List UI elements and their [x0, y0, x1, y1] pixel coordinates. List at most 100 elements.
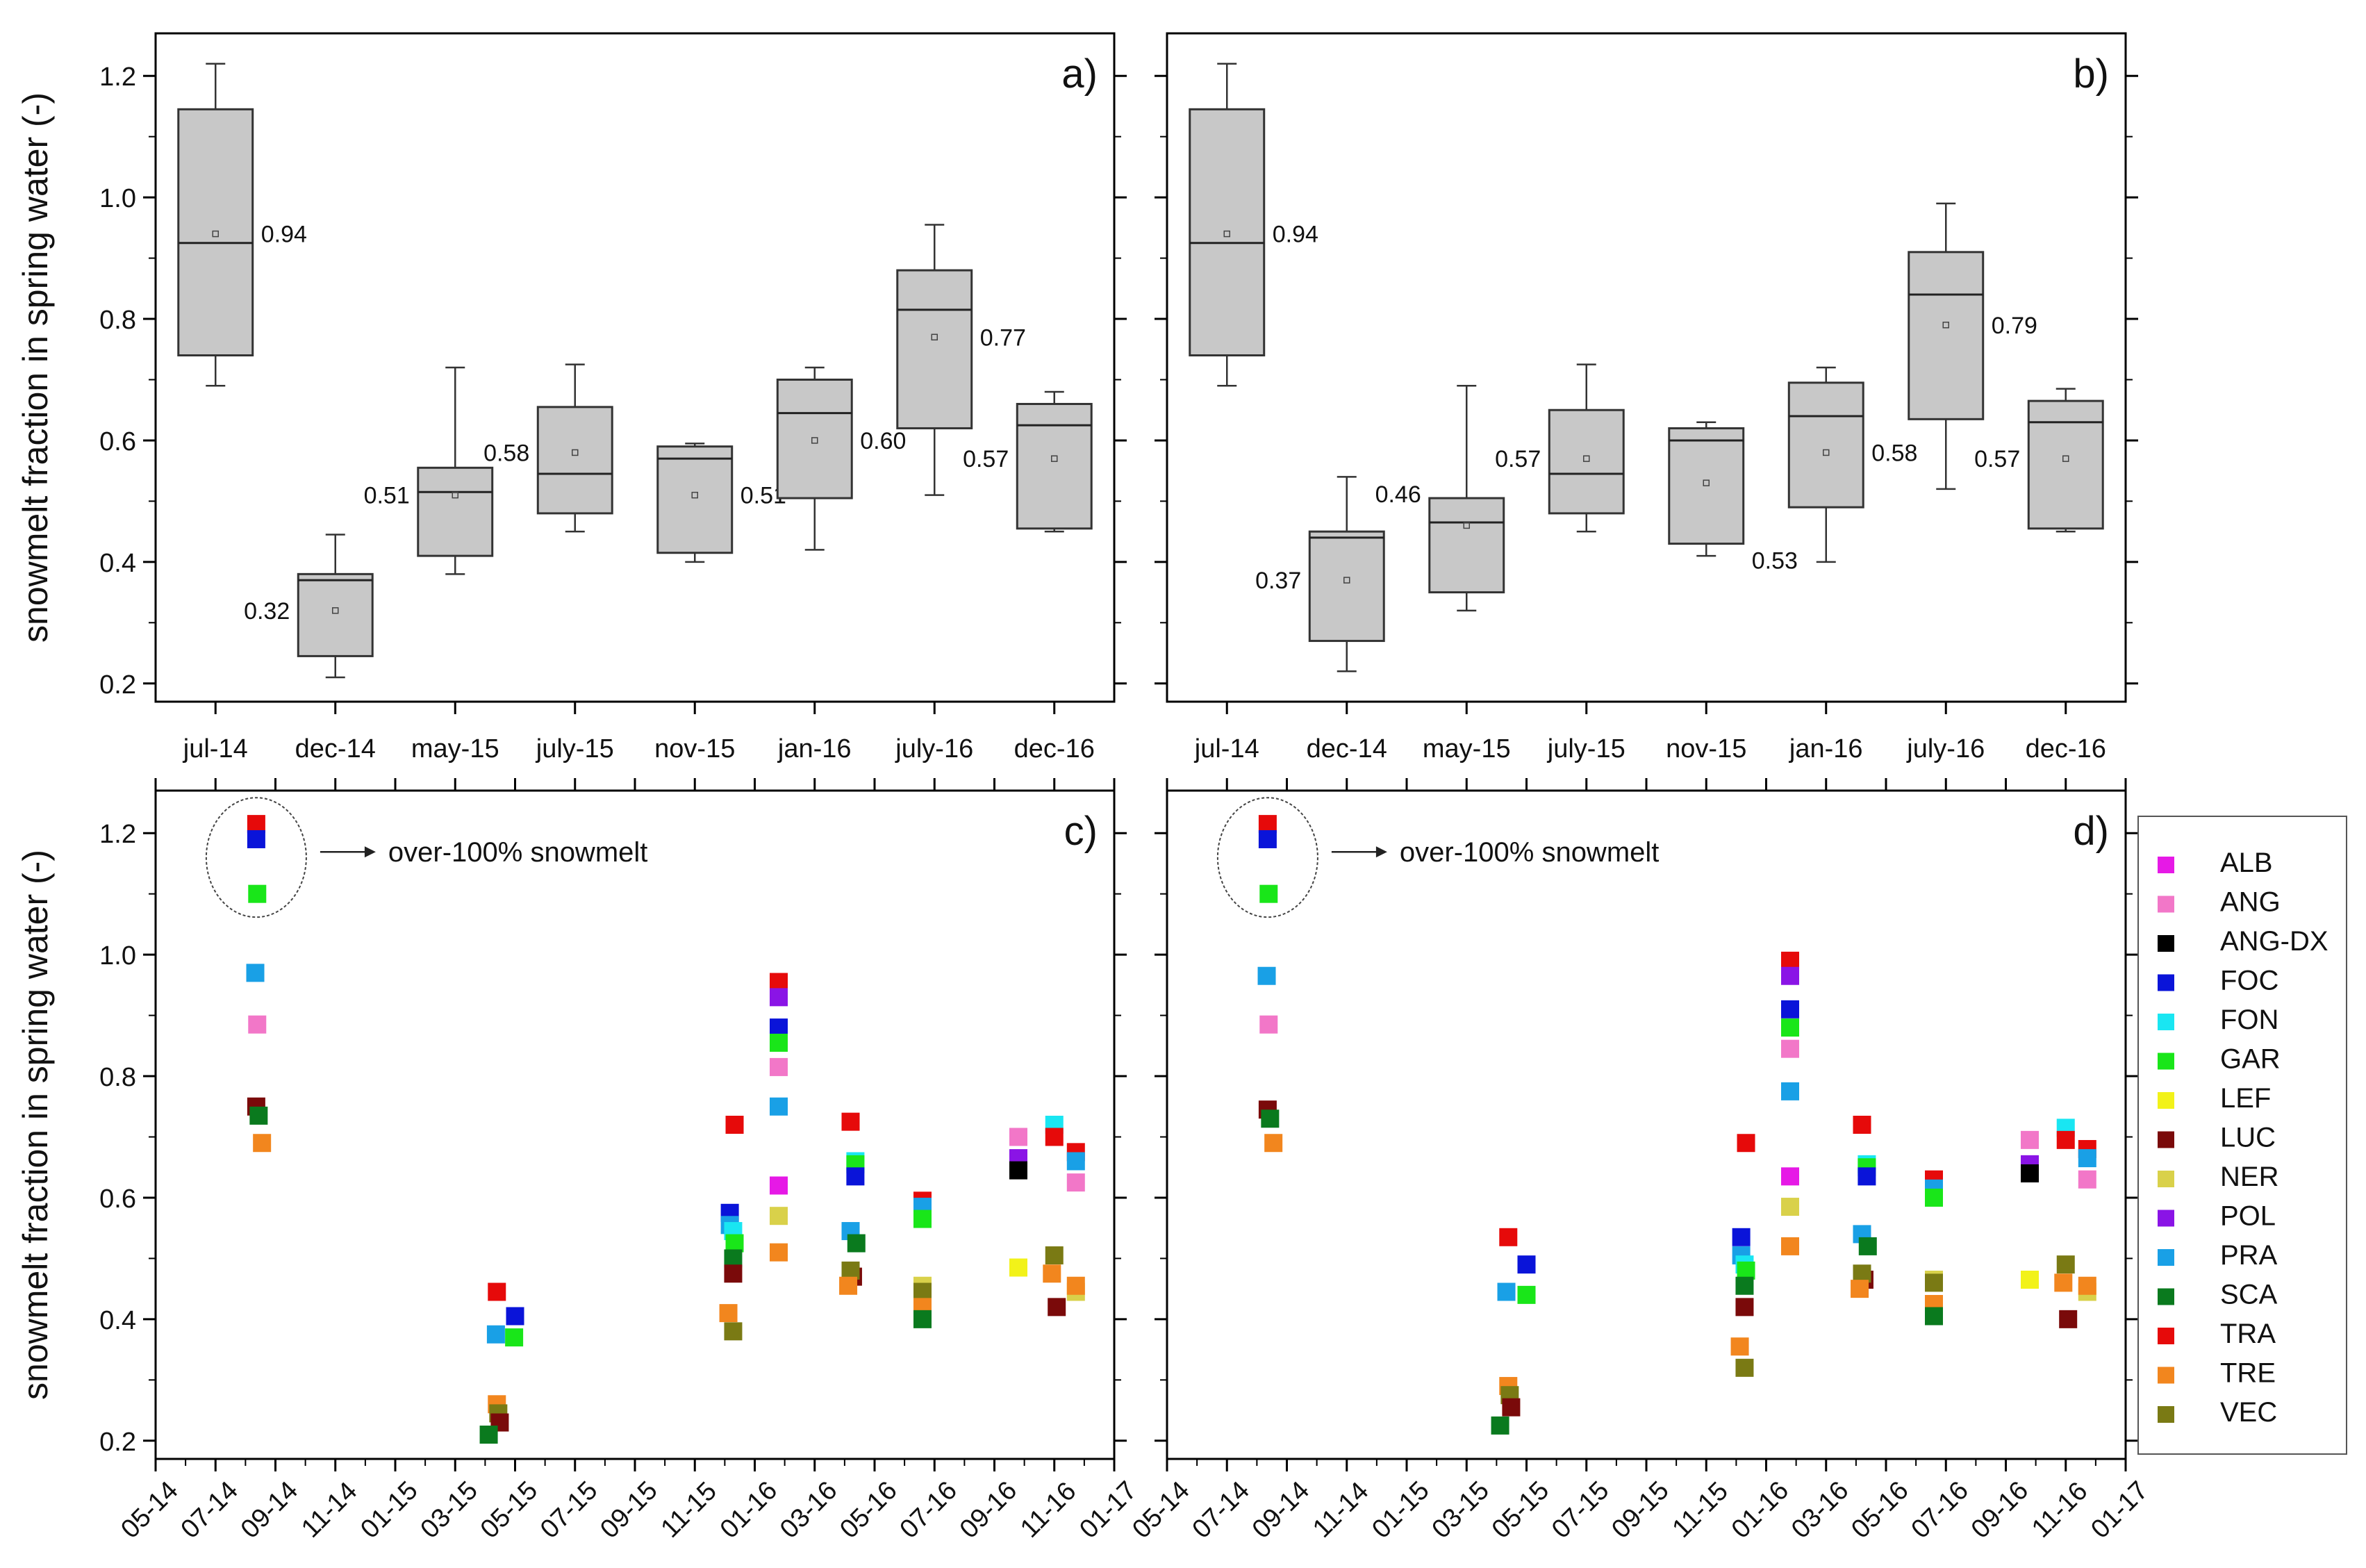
point-PRA: [246, 964, 265, 982]
point-SCA: [1491, 1416, 1509, 1435]
box-mean-label: 0.94: [261, 222, 307, 248]
point-ALB: [1781, 1167, 1799, 1186]
box-mean-marker: [452, 491, 458, 499]
point-TRA: [770, 973, 788, 991]
x-tick-label: july-16: [895, 734, 973, 764]
x-tick-label: 09-15: [595, 1476, 663, 1544]
point-VEC: [913, 1282, 932, 1301]
box-body: [896, 269, 973, 429]
x-tick-label: 11-15: [1667, 1476, 1734, 1543]
x-tick-label: nov-15: [654, 734, 735, 764]
box-july-15: 0.58: [483, 363, 613, 533]
legend-swatch-NER: [2158, 1171, 2174, 1187]
point-FOC: [1781, 1000, 1799, 1018]
point-LUC: [2059, 1310, 2078, 1328]
x-tick-label: may-15: [1423, 734, 1511, 764]
point-PRA: [2078, 1149, 2096, 1168]
box-july-16: 0.77: [896, 224, 1026, 496]
point-ANG: [248, 1015, 267, 1034]
x-tick-label: 09-15: [1606, 1476, 1674, 1544]
box-body: [1308, 530, 1385, 643]
point-TRA: [2056, 1130, 2075, 1149]
x-tick-label: 09-14: [1247, 1476, 1315, 1544]
box-mean-label: 0.57: [963, 446, 1009, 472]
x-tick-label: dec-14: [1307, 734, 1387, 764]
point-LEF: [2021, 1271, 2039, 1289]
box-mean-marker: [212, 230, 219, 238]
legend-label-SCA: SCA: [2220, 1280, 2278, 1310]
box-mean-marker: [2062, 455, 2069, 462]
panel-label: c): [1064, 809, 1098, 854]
point-GAR: [1925, 1188, 1943, 1207]
box-mean-marker: [1343, 577, 1350, 584]
point-TRA: [1737, 1134, 1755, 1153]
point-LUC: [1048, 1298, 1066, 1317]
legend-swatch-LEF: [2158, 1092, 2174, 1109]
point-VEC: [841, 1261, 860, 1280]
x-tick-label: jan-16: [777, 734, 852, 764]
y-tick-label: 0.6: [99, 427, 136, 456]
point-VEC: [2056, 1255, 2075, 1274]
legend-swatch-FON: [2158, 1014, 2174, 1030]
legend-label-FON: FON: [2220, 1005, 2278, 1035]
legend-swatch-PRA: [2158, 1249, 2174, 1266]
x-tick-label: 09-14: [235, 1476, 304, 1544]
x-tick-label: 01-15: [355, 1476, 423, 1544]
legend-label-LEF: LEF: [2220, 1083, 2271, 1114]
x-tick-label: 09-16: [1966, 1476, 2034, 1544]
panel-label: b): [2073, 51, 2109, 97]
panel-d: d)05-1407-1409-1411-1401-1503-1505-1507-…: [1127, 778, 2154, 1544]
point-ANG: [1781, 1039, 1799, 1058]
plot-frame: [1166, 32, 2127, 703]
point-SCA: [479, 1426, 498, 1444]
point-ANG: [1066, 1173, 1085, 1192]
point-LEF: [1009, 1258, 1027, 1277]
annotation-label: over-100% snowmelt: [1400, 837, 1659, 868]
legend-swatch-LUC: [2158, 1131, 2174, 1148]
point-ANG: [2078, 1170, 2096, 1189]
box-mean-label: 0.46: [1375, 481, 1421, 508]
plot-frame: [154, 789, 1116, 1460]
box-mean-label: 0.53: [1752, 548, 1798, 575]
y-tick-label: 0.6: [99, 1185, 136, 1214]
x-tick-label: 11-16: [1015, 1476, 1082, 1543]
box-mean-label: 0.60: [860, 428, 906, 454]
point-TRA: [488, 1282, 506, 1301]
y-axis-label: snowmelt fraction in spring water (-): [16, 92, 55, 643]
x-tick-label: 07-15: [535, 1476, 603, 1544]
point-POL: [770, 988, 788, 1007]
y-tick-label: 0.2: [99, 1428, 136, 1457]
box-mean-marker: [1583, 455, 1590, 462]
box-mean-marker: [1942, 322, 1949, 329]
point-TRE: [1264, 1134, 1283, 1153]
box-body: [1908, 251, 1985, 420]
point-TRE: [1730, 1337, 1749, 1356]
x-tick-label: 11-16: [2026, 1476, 2093, 1543]
x-tick-label: 11-14: [1307, 1476, 1374, 1543]
box-mean-marker: [1463, 522, 1470, 529]
point-NER: [1781, 1198, 1799, 1216]
point-TRE: [1043, 1264, 1061, 1283]
point-TRE: [2054, 1273, 2073, 1292]
legend-swatch-TRE: [2158, 1367, 2174, 1384]
x-tick-label: 03-15: [415, 1476, 483, 1544]
box-mean-label: 0.32: [244, 598, 290, 625]
box-may-15: 0.46: [1375, 384, 1505, 612]
panel-a: 0.2 0.4 0.6 0.8 1.0 1.2 snowmelt fraction in s…: [16, 32, 1127, 764]
legend-swatch-GAR: [2158, 1053, 2174, 1070]
box-mean-label: 0.79: [1992, 313, 2037, 339]
x-tick-label: 05-14: [1127, 1476, 1195, 1544]
x-tick-label: 01-15: [1366, 1476, 1434, 1544]
point-VEC: [724, 1322, 743, 1341]
box-body: [417, 466, 494, 557]
legend-label-NER: NER: [2220, 1162, 2278, 1192]
legend: ALB ANG ANG-DX FOC FON GAR LEF LUC NER POL PRA SCA T…: [2137, 816, 2347, 1455]
box-jan-16: 0.60: [776, 366, 906, 551]
point-VEC: [1735, 1358, 1754, 1377]
box-mean-label: 0.37: [1255, 568, 1301, 594]
point-FOC: [506, 1307, 524, 1326]
point-GAR: [1737, 1261, 1755, 1280]
point-TRA: [1258, 815, 1277, 834]
point-ANG: [1259, 1015, 1278, 1034]
